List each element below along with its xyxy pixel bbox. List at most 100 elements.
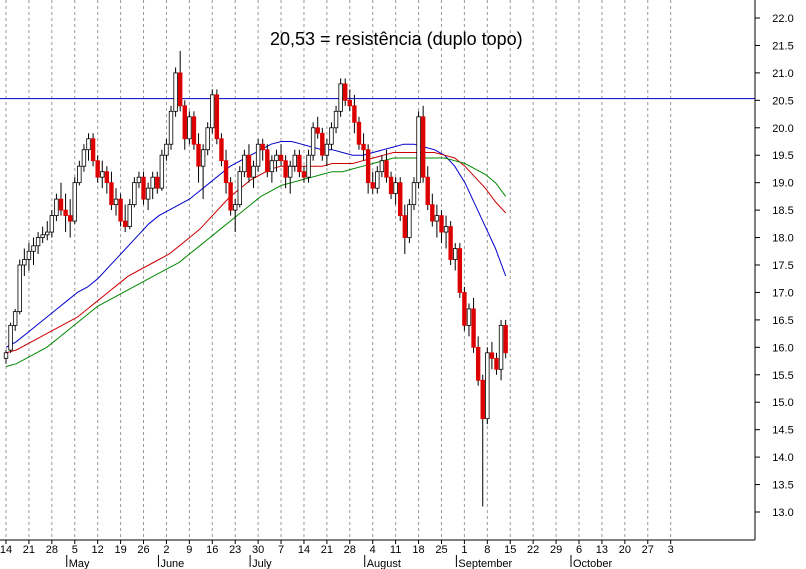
candle — [26, 243, 32, 271]
candle — [90, 133, 96, 167]
candle-body — [443, 226, 449, 233]
candle — [187, 111, 192, 145]
candle — [45, 221, 50, 241]
candle — [49, 210, 55, 238]
x-tick-label: 23 — [229, 544, 241, 556]
candles — [3, 50, 508, 507]
candle-body — [118, 198, 123, 222]
candle-body — [324, 143, 330, 156]
candle — [228, 177, 233, 216]
candle — [132, 177, 137, 208]
y-tick-label: 18.0 — [772, 233, 793, 245]
x-tick-label: 12 — [92, 544, 104, 556]
candle-body — [196, 143, 201, 167]
candle — [462, 286, 467, 331]
candle — [242, 149, 247, 178]
x-tick-label: 7 — [278, 544, 284, 556]
x-tick-label: 29 — [550, 544, 562, 556]
candle — [177, 50, 183, 112]
candle-body — [352, 105, 357, 123]
candle-body — [35, 237, 41, 247]
y-tick-label: 20.5 — [772, 95, 793, 107]
x-tick-label: 21 — [23, 544, 35, 556]
candle — [113, 188, 119, 216]
candle — [498, 319, 504, 381]
candle-body — [205, 127, 210, 151]
candle — [398, 177, 403, 222]
candle-body — [503, 324, 508, 354]
candle-body — [297, 154, 302, 173]
candle-body — [356, 121, 362, 145]
x-tick-label: 18 — [412, 544, 424, 556]
x-tick-label: 9 — [186, 544, 192, 556]
candle-body — [3, 352, 9, 359]
candle — [439, 210, 444, 244]
candle-body — [122, 220, 128, 227]
x-tick-label: 25 — [435, 544, 447, 556]
candle — [81, 144, 87, 172]
y-tick-label: 16.0 — [772, 342, 793, 354]
candle-body — [288, 165, 293, 178]
candle-body — [388, 176, 394, 195]
candle — [237, 166, 242, 208]
candle — [35, 232, 41, 255]
candle — [122, 204, 128, 233]
x-tick-label: 19 — [114, 544, 126, 556]
candle-body — [155, 176, 160, 189]
x-tick-label: 13 — [596, 544, 608, 556]
candle-body — [425, 176, 430, 206]
candle — [182, 100, 187, 150]
candle — [200, 144, 206, 200]
candle-body — [329, 127, 334, 145]
candle — [173, 67, 178, 117]
candle — [63, 193, 68, 233]
candle — [86, 133, 91, 161]
candle — [443, 215, 449, 249]
candle — [297, 149, 302, 178]
y-tick-label: 21.5 — [772, 40, 793, 52]
x-tick-label: 27 — [642, 544, 654, 556]
y-tick-label: 19.0 — [772, 178, 793, 190]
y-tick-label: 13.5 — [772, 480, 793, 492]
candle — [255, 138, 261, 172]
y-tick-label: 17.5 — [772, 260, 793, 272]
candle — [145, 182, 151, 211]
candle — [100, 160, 105, 189]
x-tick-label: 26 — [137, 544, 149, 556]
candle-body — [489, 352, 495, 359]
candle — [503, 319, 508, 359]
x-tick-label: 21 — [321, 544, 333, 556]
candle — [480, 374, 485, 507]
candle-body — [232, 204, 238, 211]
candle — [54, 193, 59, 222]
y-tick-label: 15.5 — [772, 370, 793, 382]
candle-body — [145, 187, 151, 200]
x-tick-label: 8 — [484, 544, 490, 556]
candle-body — [269, 160, 275, 173]
x-tick-label: 11 — [390, 544, 401, 556]
candle-body — [315, 127, 320, 134]
candle — [388, 171, 394, 200]
candle-body — [109, 182, 114, 206]
candle-body — [237, 171, 242, 206]
candle-body — [402, 215, 408, 238]
moving-average-line — [5, 157, 507, 367]
candle — [356, 116, 362, 150]
candle-body — [132, 182, 137, 206]
candle — [196, 133, 201, 183]
candle — [402, 204, 408, 255]
candle-body — [191, 116, 197, 145]
candle — [411, 177, 417, 211]
y-tick-label: 13.0 — [772, 507, 793, 519]
candle — [67, 199, 73, 238]
candle — [333, 105, 339, 134]
month-label: September — [458, 558, 512, 569]
candle-body — [310, 127, 316, 156]
candle — [219, 133, 224, 167]
candle-body — [343, 83, 348, 101]
candle-body — [347, 99, 352, 107]
candle-body — [274, 154, 279, 162]
candle — [3, 350, 9, 364]
candle — [457, 243, 463, 298]
